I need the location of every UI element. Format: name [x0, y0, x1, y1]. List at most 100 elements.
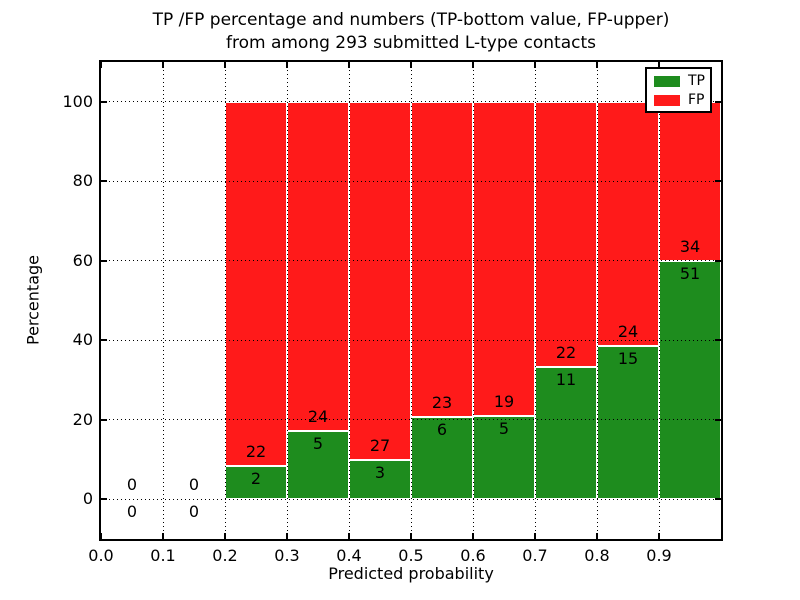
tp-count-label-0.0-0.1: 0	[126, 502, 138, 522]
fp-count-label-0.9-1.0: 34	[679, 236, 701, 256]
fp-count-label-0.8-0.9: 24	[617, 322, 639, 342]
x-tick-top-0.4	[348, 62, 350, 68]
tp-count-label-0.7-0.8: 11	[555, 369, 577, 389]
tp-color-swatch	[654, 76, 680, 87]
bar-fp-bin-0.4-0.5	[349, 101, 411, 460]
x-tick-bottom-0.1	[162, 533, 164, 539]
x-tick-top-0.3	[286, 62, 288, 68]
bar-tp-bin-0.2-0.3	[225, 466, 287, 500]
x-tick-label-0.1: 0.1	[150, 546, 176, 565]
tp-count-label-0.3-0.4: 5	[312, 433, 324, 453]
x-tick-top-0.8	[596, 62, 598, 68]
x-tick-label-0.8: 0.8	[584, 546, 610, 565]
y-tick-left-100	[101, 100, 107, 103]
y-tick-left-0	[101, 498, 107, 501]
bar-fp-bin-0.3-0.4	[287, 101, 349, 431]
bar-tp-bin-0.5-0.6	[411, 417, 473, 500]
x-axis-label: Predicted probability	[328, 564, 494, 583]
fp-count-label-0.7-0.8: 22	[555, 342, 577, 362]
x-tick-top-0.0	[100, 62, 102, 68]
y-tick-label-60: 60	[72, 250, 93, 270]
chart-title: TP /FP percentage and numbers (TP-bottom…	[99, 9, 723, 55]
legend-entry-tp: TP	[654, 74, 710, 89]
gridline-v-0.9	[658, 62, 660, 539]
bar-tp-bin-0.3-0.4	[287, 430, 349, 500]
x-tick-top-0.7	[534, 62, 536, 68]
bar-fp-bin-0.8-0.9	[597, 101, 659, 347]
y-tick-right-80	[715, 180, 721, 183]
y-tick-right-20	[715, 418, 721, 421]
x-tick-top-0.1	[162, 62, 164, 68]
gridline-v-0.2	[224, 62, 226, 539]
y-tick-right-100	[715, 100, 721, 103]
x-tick-bottom-0.2	[224, 533, 226, 539]
bar-tp-bin-0.9-1.0	[659, 260, 721, 500]
fp-count-label-0.6-0.7: 19	[493, 392, 515, 412]
bar-tp-bin-0.7-0.8	[535, 366, 597, 500]
x-tick-top-0.6	[472, 62, 474, 68]
fp-color-swatch	[654, 95, 680, 106]
y-tick-label-20: 20	[72, 409, 93, 429]
plot-axes: 0 0 0 0 22 2 24 5 27 3 23 6 19 5 22 11 24 15 34 51	[99, 60, 723, 541]
x-tick-label-0.5: 0.5	[398, 546, 424, 565]
y-tick-right-0	[715, 498, 721, 501]
x-tick-label-0.7: 0.7	[522, 546, 548, 565]
chart-title-line-2: from among 293 submitted L-type contacts	[225, 33, 596, 53]
x-tick-label-0.3: 0.3	[274, 546, 300, 565]
x-tick-label-0.2: 0.2	[212, 546, 238, 565]
x-tick-bottom-0.0	[100, 533, 102, 539]
tp-count-label-0.8-0.9: 15	[617, 349, 639, 369]
x-tick-bottom-0.7	[534, 533, 536, 539]
x-tick-label-0.6: 0.6	[460, 546, 486, 565]
y-tick-left-40	[101, 339, 107, 342]
y-tick-label-40: 40	[72, 330, 93, 350]
fp-count-label-0.4-0.5: 27	[369, 435, 391, 455]
chart-title-line-1: TP /FP percentage and numbers (TP-bottom…	[152, 10, 670, 30]
bar-fp-bin-0.7-0.8	[535, 101, 597, 367]
x-tick-label-0.4: 0.4	[336, 546, 362, 565]
gridline-v-0.7	[534, 62, 536, 539]
fp-count-label-0.0-0.1: 0	[126, 475, 138, 495]
bar-fp-bin-0.6-0.7	[473, 101, 535, 417]
gridline-v-0.4	[348, 62, 350, 539]
y-tick-right-40	[715, 339, 721, 342]
x-tick-bottom-0.8	[596, 533, 598, 539]
bar-fp-bin-0.5-0.6	[411, 101, 473, 417]
bar-tp-bin-0.4-0.5	[349, 459, 411, 500]
x-tick-top-0.9	[658, 62, 660, 68]
bar-fp-bin-0.2-0.3	[225, 101, 287, 467]
y-tick-right-60	[715, 259, 721, 262]
x-tick-label-0.0: 0.0	[88, 546, 114, 565]
x-tick-bottom-0.9	[658, 533, 660, 539]
plot-area: 0 0 0 0 22 2 24 5 27 3 23 6 19 5 22 11 24 15 34 51	[100, 62, 721, 539]
y-tick-label-0: 0	[82, 489, 93, 509]
fp-count-label-0.3-0.4: 24	[307, 406, 329, 426]
tp-count-label-0.1-0.2: 0	[188, 502, 200, 522]
x-tick-top-0.5	[410, 62, 412, 68]
tp-count-label-0.9-1.0: 51	[679, 263, 701, 283]
bar-tp-bin-0.6-0.7	[473, 416, 535, 500]
gridline-v-0.5	[410, 62, 412, 539]
x-tick-bottom-0.6	[472, 533, 474, 539]
fp-count-label-0.2-0.3: 22	[245, 442, 267, 462]
x-tick-bottom-0.3	[286, 533, 288, 539]
legend-label-tp: TP	[688, 73, 705, 89]
tp-count-label-0.6-0.7: 5	[498, 419, 510, 439]
tp-count-label-0.5-0.6: 6	[436, 420, 448, 439]
legend-entry-fp: FP	[654, 93, 710, 108]
tp-count-label-0.2-0.3: 2	[250, 469, 262, 489]
x-tick-label-0.9: 0.9	[646, 546, 672, 565]
fp-count-label-0.5-0.6: 23	[431, 393, 453, 412]
gridline-v-0.8	[596, 62, 598, 539]
y-tick-left-20	[101, 418, 107, 421]
y-tick-left-80	[101, 180, 107, 183]
tp-count-label-0.4-0.5: 3	[374, 462, 386, 482]
x-tick-bottom-0.4	[348, 533, 350, 539]
legend: TP FP	[645, 67, 712, 113]
x-tick-bottom-0.5	[410, 533, 412, 539]
x-tick-top-0.2	[224, 62, 226, 68]
y-axis-label: Percentage	[23, 254, 43, 346]
y-tick-left-60	[101, 259, 107, 262]
gridline-v-0.1	[162, 62, 164, 539]
